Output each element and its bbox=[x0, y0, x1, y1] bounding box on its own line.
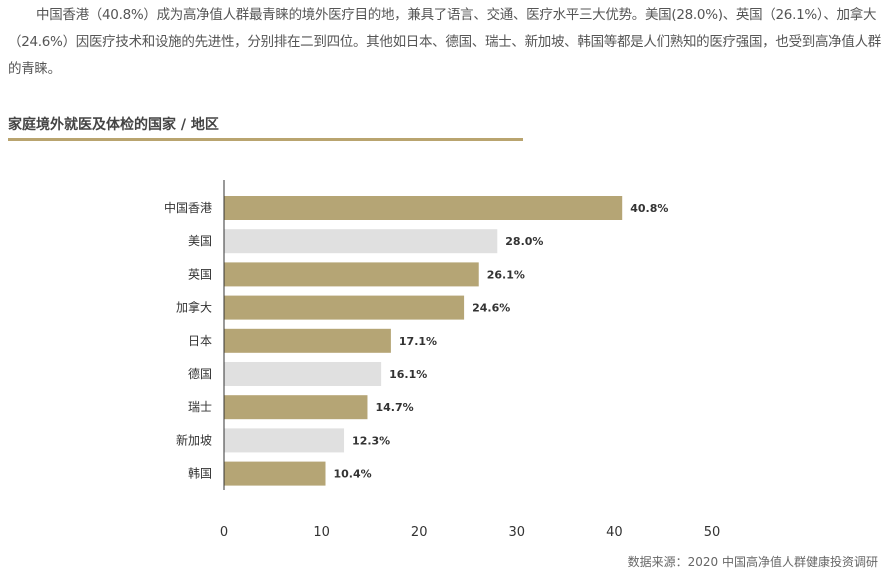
x-tick-label: 50 bbox=[704, 525, 721, 540]
category-label: 德国 bbox=[188, 366, 212, 381]
category-label: 日本 bbox=[188, 334, 212, 348]
value-label: 24.6% bbox=[472, 302, 510, 315]
chart-title: 家庭境外就医及体检的国家 / 地区 bbox=[8, 117, 219, 133]
category-label: 瑞士 bbox=[188, 400, 212, 414]
value-label: 16.1% bbox=[389, 368, 427, 381]
title-underline bbox=[8, 138, 523, 141]
x-tick-label: 40 bbox=[606, 525, 623, 540]
value-label: 26.1% bbox=[487, 268, 525, 281]
category-label: 韩国 bbox=[188, 466, 212, 481]
x-tick-label: 30 bbox=[509, 525, 526, 540]
bar bbox=[224, 395, 368, 420]
category-label: 中国香港 bbox=[164, 200, 212, 215]
value-label: 17.1% bbox=[399, 335, 437, 348]
x-tick-label: 0 bbox=[220, 525, 228, 540]
category-label: 加拿大 bbox=[176, 300, 212, 315]
value-label: 12.3% bbox=[352, 434, 390, 447]
intro-text: 中国香港（40.8%）成为高净值人群最青睐的境外医疗目的地，兼具了语言、交通、医… bbox=[8, 7, 881, 77]
bar bbox=[224, 196, 623, 220]
value-label: 10.4% bbox=[334, 468, 372, 481]
bar bbox=[224, 428, 345, 453]
value-label: 28.0% bbox=[505, 235, 543, 248]
bar bbox=[224, 262, 479, 287]
intro-paragraph: 中国香港（40.8%）成为高净值人群最青睐的境外医疗目的地，兼具了语言、交通、医… bbox=[8, 2, 888, 83]
value-label: 40.8% bbox=[630, 202, 668, 215]
category-label: 新加坡 bbox=[176, 432, 212, 447]
bar bbox=[224, 295, 465, 320]
data-source: 数据来源：2020 中国高净值人群健康投资调研 bbox=[627, 555, 878, 569]
bar bbox=[224, 362, 382, 386]
category-label: 美国 bbox=[188, 234, 212, 248]
bar bbox=[224, 328, 391, 353]
x-tick-label: 20 bbox=[411, 525, 428, 540]
bar bbox=[224, 461, 326, 486]
category-label: 英国 bbox=[188, 267, 212, 281]
bar bbox=[224, 229, 498, 254]
x-tick-label: 10 bbox=[313, 525, 330, 540]
value-label: 14.7% bbox=[375, 401, 413, 414]
